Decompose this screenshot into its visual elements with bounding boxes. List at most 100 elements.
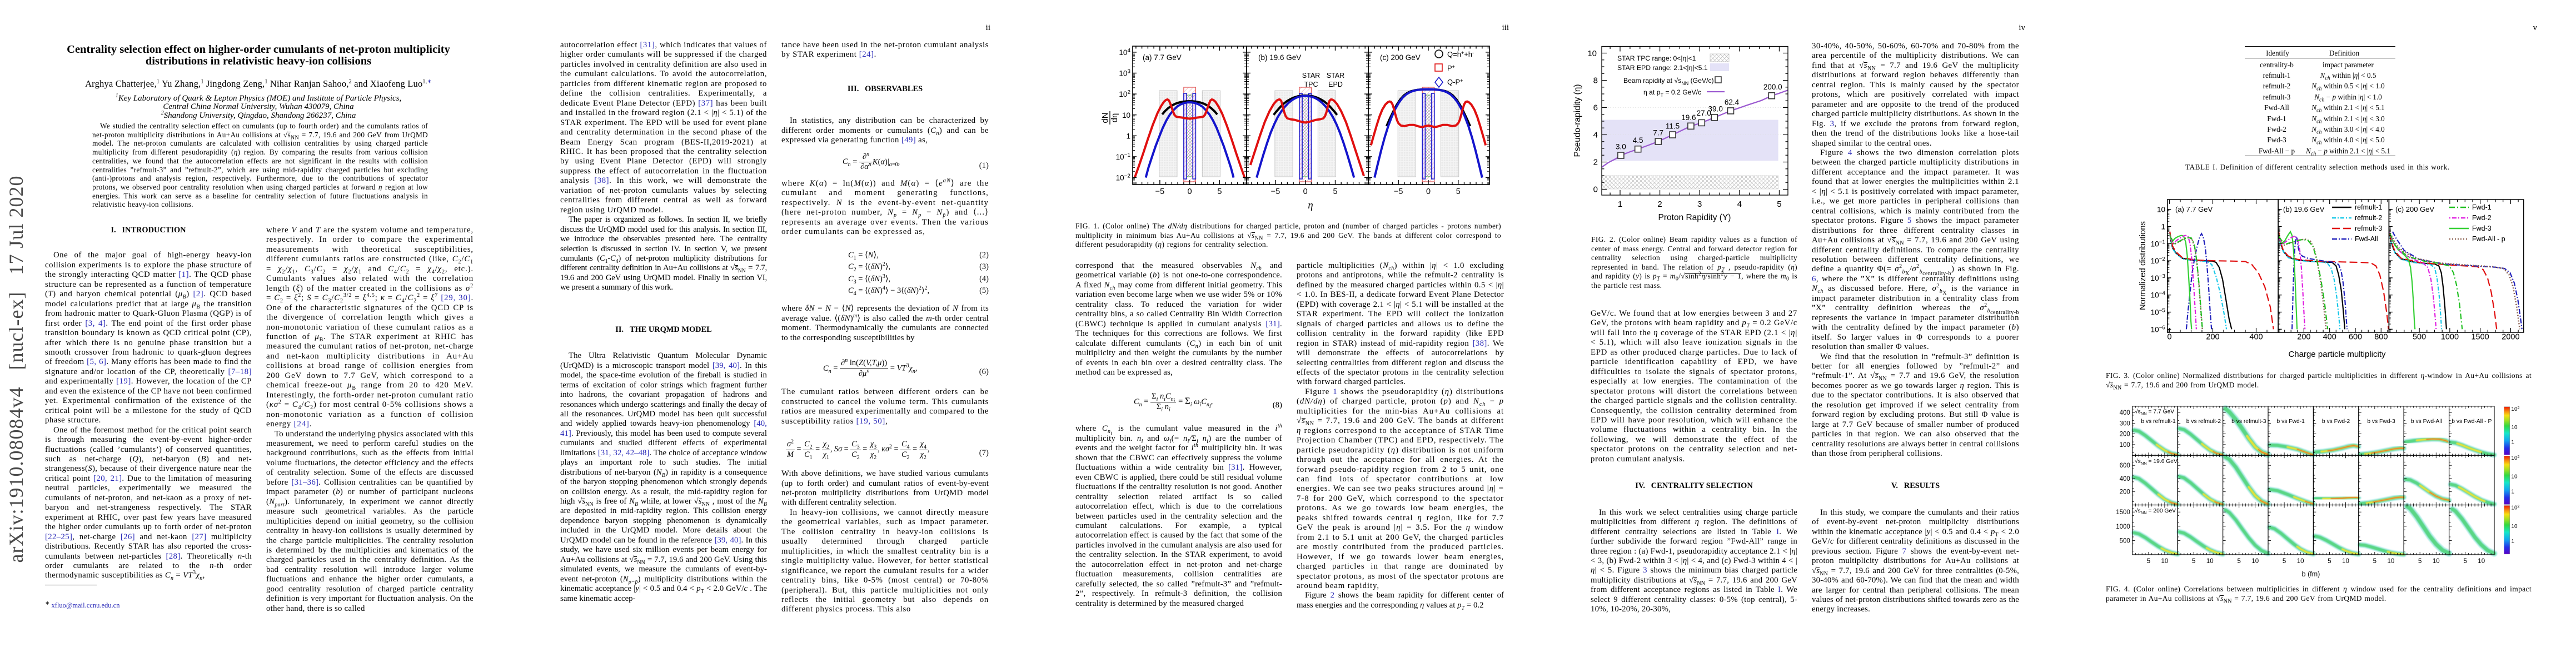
svg-text:2: 2 xyxy=(1657,200,1662,209)
svg-text:10: 10 xyxy=(2512,425,2518,431)
svg-text:b (fm): b (fm) xyxy=(2302,570,2320,578)
svg-text:10−4: 10−4 xyxy=(2151,291,2166,300)
svg-text:1: 1 xyxy=(2512,489,2515,495)
svg-text:5: 5 xyxy=(2328,558,2331,565)
svg-text:(a) 7.7 GeV: (a) 7.7 GeV xyxy=(2175,205,2213,213)
svg-text:62.4: 62.4 xyxy=(1725,98,1740,106)
svg-text:Charge particle multiplicity: Charge particle multiplicity xyxy=(2288,350,2386,359)
svg-text:Fwd-All - p: Fwd-All - p xyxy=(2472,235,2505,243)
svg-text:STAR: STAR xyxy=(1302,72,1320,79)
svg-text:10−2: 10−2 xyxy=(2151,256,2166,265)
svg-text:4: 4 xyxy=(1737,200,1742,209)
svg-text:102: 102 xyxy=(2512,406,2520,412)
svg-text:10: 10 xyxy=(1587,49,1597,58)
svg-text:Fwd-2: Fwd-2 xyxy=(2472,214,2492,222)
svg-text:Fwd-3: Fwd-3 xyxy=(2472,225,2492,232)
svg-text:2000: 2000 xyxy=(2502,333,2519,342)
svg-text:400: 400 xyxy=(2323,333,2336,342)
svg-text:10−6: 10−6 xyxy=(2151,325,2166,334)
svg-text:b vs refmult-1: b vs refmult-1 xyxy=(2141,419,2176,425)
svg-text:5: 5 xyxy=(1217,187,1222,196)
svg-text:400: 400 xyxy=(2120,476,2130,482)
svg-text:Q-P+: Q-P+ xyxy=(1447,78,1463,86)
svg-text:400: 400 xyxy=(2249,333,2263,342)
svg-text:√sNN = 7.7 GeV: √sNN = 7.7 GeV xyxy=(2135,409,2174,416)
svg-text:10: 10 xyxy=(2478,558,2485,565)
svg-text:200.0: 200.0 xyxy=(1763,83,1782,91)
svg-text:Pseudo-rapidity (η): Pseudo-rapidity (η) xyxy=(1573,84,1582,157)
svg-text:2: 2 xyxy=(1593,158,1598,167)
svg-text:400: 400 xyxy=(2120,410,2130,416)
svg-text:5: 5 xyxy=(2463,558,2467,565)
svg-text:10: 10 xyxy=(2251,558,2259,565)
svg-text:STAR TPC range: 0<|η|<1: STAR TPC range: 0<|η|<1 xyxy=(1617,54,1696,62)
svg-text:11.5: 11.5 xyxy=(1666,122,1680,131)
svg-text:5: 5 xyxy=(2237,558,2240,565)
svg-text:10: 10 xyxy=(2388,558,2395,565)
svg-text:Proton Rapidity (Y): Proton Rapidity (Y) xyxy=(1658,213,1731,222)
svg-text:(b) 19.6 GeV: (b) 19.6 GeV xyxy=(1258,53,1301,62)
svg-text:200: 200 xyxy=(2206,333,2219,342)
svg-text:1500: 1500 xyxy=(2116,509,2130,516)
svg-text:200: 200 xyxy=(2297,333,2310,342)
svg-text:(c) 200 GeV: (c) 200 GeV xyxy=(2395,205,2434,213)
svg-text:1000: 1000 xyxy=(2441,333,2459,342)
svg-text:η at pT = 0.2 GeV/c: η at pT = 0.2 GeV/c xyxy=(1643,88,1701,98)
svg-text:102: 102 xyxy=(1119,89,1130,98)
svg-text:10: 10 xyxy=(2512,524,2518,530)
svg-text:5: 5 xyxy=(2283,558,2286,565)
svg-text:0: 0 xyxy=(1426,187,1431,196)
svg-text:600: 600 xyxy=(2120,462,2130,469)
svg-text:0: 0 xyxy=(1593,185,1598,195)
svg-text:600: 600 xyxy=(2349,333,2362,342)
svg-text:−5: −5 xyxy=(1271,187,1280,196)
svg-text:3: 3 xyxy=(1697,200,1702,209)
svg-text:Q=h++h-: Q=h++h- xyxy=(1447,50,1474,58)
svg-text:10: 10 xyxy=(2157,206,2165,214)
svg-text:b vs Fwd-All: b vs Fwd-All xyxy=(2411,419,2442,425)
svg-text:5: 5 xyxy=(2373,558,2376,565)
svg-text:10: 10 xyxy=(2161,558,2169,565)
svg-text:refmult-3: refmult-3 xyxy=(2355,225,2382,232)
svg-text:10−5: 10−5 xyxy=(2151,308,2166,317)
svg-text:1000: 1000 xyxy=(2116,524,2130,530)
svg-text:7.7: 7.7 xyxy=(1653,129,1663,137)
svg-text:5: 5 xyxy=(2147,558,2150,565)
svg-text:EPD: EPD xyxy=(1328,81,1343,88)
svg-text:4.5: 4.5 xyxy=(1633,136,1643,145)
svg-text:500: 500 xyxy=(2120,537,2130,544)
svg-text:dη: dη xyxy=(1110,113,1119,123)
svg-text:5: 5 xyxy=(1777,200,1781,209)
svg-text:b vs refmult-2: b vs refmult-2 xyxy=(2186,419,2221,425)
svg-text:10: 10 xyxy=(1122,111,1130,120)
svg-text:10−1: 10−1 xyxy=(2151,239,2166,248)
svg-text:b vs Fwd-3: b vs Fwd-3 xyxy=(2367,419,2395,425)
svg-text:0: 0 xyxy=(1188,187,1192,196)
svg-text:5: 5 xyxy=(2192,558,2195,565)
svg-text:200: 200 xyxy=(2120,489,2130,496)
svg-text:3.0: 3.0 xyxy=(1616,143,1626,151)
svg-text:STAR: STAR xyxy=(1327,72,1344,79)
svg-text:√sNN = 200 GeV: √sNN = 200 GeV xyxy=(2135,507,2176,515)
svg-text:200: 200 xyxy=(2120,431,2130,438)
svg-text:1500: 1500 xyxy=(2471,333,2489,342)
svg-text:Beam rapidity at √sNN (GeV/c): Beam rapidity at √sNN (GeV/c) xyxy=(1623,77,1714,86)
svg-text:800: 800 xyxy=(2374,333,2388,342)
svg-text:refmult-1: refmult-1 xyxy=(2355,203,2382,211)
svg-text:Fwd-1: Fwd-1 xyxy=(2472,203,2492,211)
svg-text:5: 5 xyxy=(2418,558,2421,565)
svg-text:dN: dN xyxy=(1100,112,1110,123)
svg-text:STAR EPD range: 2.1<|η|<5.1: STAR EPD range: 2.1<|η|<5.1 xyxy=(1617,64,1708,72)
svg-text:39.0: 39.0 xyxy=(1708,104,1723,113)
svg-text:TPC: TPC xyxy=(1304,81,1318,88)
svg-text:P+: P+ xyxy=(1447,64,1455,72)
svg-text:0: 0 xyxy=(1303,187,1308,196)
svg-text:η: η xyxy=(1308,200,1313,211)
svg-text:0: 0 xyxy=(2167,333,2171,342)
svg-text:b vs Fwd-2: b vs Fwd-2 xyxy=(2322,419,2350,425)
svg-text:102: 102 xyxy=(2512,455,2520,461)
svg-text:5: 5 xyxy=(1456,187,1461,196)
svg-text:4: 4 xyxy=(1593,131,1598,140)
svg-text:Normalized distributions: Normalized distributions xyxy=(2138,221,2148,310)
svg-text:b vs refmult-3: b vs refmult-3 xyxy=(2231,419,2266,425)
